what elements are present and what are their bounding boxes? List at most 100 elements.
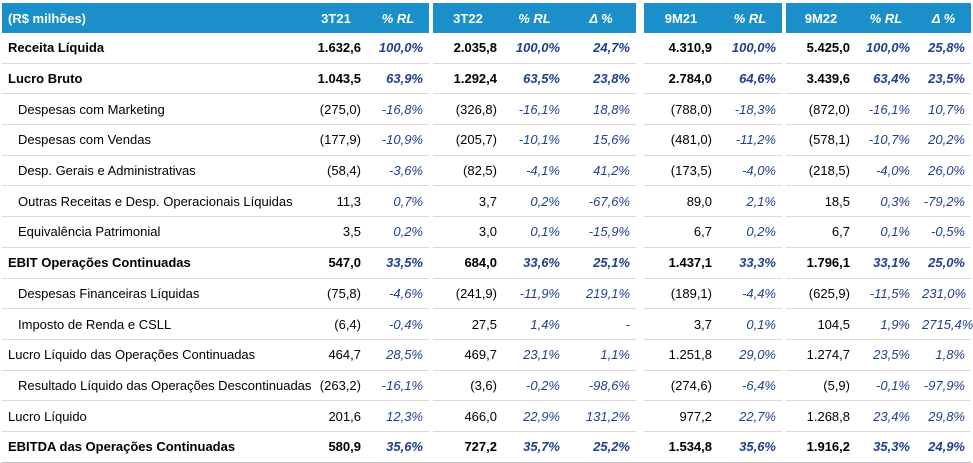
value-cell: 4.310,9 (644, 33, 718, 64)
percent-cell: 33,3% (718, 247, 782, 279)
percent-cell: 219,1% (566, 278, 636, 310)
row-label: Despesas com Vendas (2, 124, 305, 156)
column-gap (636, 370, 644, 401)
value-cell: 464,7 (305, 339, 367, 371)
column-gap (636, 247, 644, 278)
percent-cell: -15,9% (566, 216, 636, 248)
header-delta-quarter: Δ % (566, 3, 636, 33)
percent-cell: -67,6% (566, 185, 636, 218)
value-cell: 1.268,8 (786, 400, 856, 432)
value-cell: 3,7 (644, 308, 718, 340)
value-cell: 3,5 (305, 216, 367, 248)
column-gap (636, 63, 644, 94)
table-row: Despesas Financeiras Líquidas (75,8) -4,6%… (2, 278, 971, 310)
value-cell: (189,1) (644, 278, 718, 310)
percent-cell: 100,0% (718, 33, 782, 64)
value-cell: 727,2 (433, 431, 503, 463)
percent-cell: -98,6% (566, 370, 636, 402)
value-cell: 1.437,1 (644, 247, 718, 279)
column-gap (636, 216, 644, 248)
column-gap (636, 185, 644, 217)
row-label: Lucro Bruto (2, 63, 305, 95)
row-label: Despesas com Marketing (2, 93, 305, 126)
value-cell: 977,2 (644, 400, 718, 432)
percent-cell: -4,0% (718, 155, 782, 187)
value-cell: 11,3 (305, 185, 367, 218)
value-cell: 201,6 (305, 400, 367, 432)
percent-cell: 63,4% (856, 63, 916, 95)
percent-cell: 23,4% (856, 400, 916, 432)
value-cell: (75,8) (305, 278, 367, 310)
table-row: Imposto de Renda e CSLL (6,4) -0,4% 27,5 1,4… (2, 308, 973, 340)
percent-cell: -97,9% (916, 370, 971, 402)
percent-cell: 25,2% (566, 431, 636, 463)
column-gap (429, 3, 433, 33)
percent-cell: 33,6% (503, 247, 566, 279)
value-cell: 27,5 (433, 308, 503, 340)
percent-cell: -18,3% (718, 93, 782, 126)
percent-cell: 0,2% (367, 216, 429, 248)
percent-cell: 100,0% (503, 33, 566, 64)
column-gap (636, 93, 644, 125)
value-cell: 1.292,4 (433, 63, 503, 95)
value-cell: (58,4) (305, 155, 367, 187)
column-gap (636, 3, 644, 33)
percent-cell: -10,1% (503, 124, 566, 156)
income-statement-table: (R$ milhões) 3T21 % RL 3T22 % RL Δ % 9M2… (2, 3, 973, 463)
column-gap (429, 33, 433, 64)
row-label: EBIT Operações Continuadas (2, 247, 305, 279)
percent-cell: -4,1% (503, 155, 566, 187)
percent-cell: - (566, 308, 636, 340)
percent-cell: 23,5% (916, 63, 971, 95)
value-cell: (3,6) (433, 370, 503, 402)
percent-cell: 35,3% (856, 431, 916, 463)
column-gap (782, 400, 786, 432)
percent-cell: 29,8% (916, 400, 971, 432)
percent-cell: 23,1% (503, 339, 566, 371)
value-cell: (205,7) (433, 124, 503, 156)
column-gap (636, 33, 644, 64)
percent-cell: 12,3% (367, 400, 429, 432)
column-gap (782, 308, 786, 340)
value-cell: 3.439,6 (786, 63, 856, 95)
percent-cell: 26,0% (916, 155, 971, 187)
header-row: (R$ milhões) 3T21 % RL 3T22 % RL Δ % 9M2… (2, 3, 971, 33)
header-label: (R$ milhões) (2, 3, 305, 33)
percent-cell: 2,1% (718, 185, 782, 218)
table-row: Lucro Bruto 1.043,5 63,9% 1.292,4 63,5% 23,8%… (2, 63, 971, 95)
percent-cell: 0,2% (718, 216, 782, 248)
column-gap (782, 93, 786, 125)
table-row: Despesas com Vendas (177,9) -10,9% (205,7) -… (2, 124, 971, 156)
value-cell: 6,7 (786, 216, 856, 248)
percent-cell: -4,4% (718, 278, 782, 310)
percent-cell: 25,1% (566, 247, 636, 279)
percent-cell: 0,1% (503, 216, 566, 248)
percent-cell: 100,0% (856, 33, 916, 64)
percent-cell: 33,1% (856, 247, 916, 279)
value-cell: 1.043,5 (305, 63, 367, 95)
percent-cell: -0,4% (367, 308, 429, 340)
value-cell: 1.534,8 (644, 431, 718, 463)
column-gap (429, 400, 433, 432)
column-gap (429, 370, 433, 401)
table-row: Outras Receitas e Desp. Operacionais Líq… (2, 185, 971, 218)
percent-cell: 23,5% (856, 339, 916, 371)
percent-cell: -10,7% (856, 124, 916, 156)
percent-cell: 0,2% (503, 185, 566, 218)
percent-cell: 0,3% (856, 185, 916, 218)
percent-cell: 64,6% (718, 63, 782, 95)
row-label: Imposto de Renda e CSLL (2, 308, 305, 340)
column-gap (782, 247, 786, 278)
column-gap (782, 339, 786, 371)
value-cell: 18,5 (786, 185, 856, 218)
column-gap (429, 155, 433, 186)
percent-cell: -11,9% (503, 278, 566, 310)
percent-cell: 15,6% (566, 124, 636, 156)
value-cell: 2.035,8 (433, 33, 503, 64)
column-gap (636, 431, 644, 463)
percent-cell: -79,2% (916, 185, 971, 218)
column-gap (636, 308, 644, 340)
percent-cell: 35,6% (718, 431, 782, 463)
row-label: Lucro Líquido (2, 400, 305, 432)
value-cell: 580,9 (305, 431, 367, 463)
